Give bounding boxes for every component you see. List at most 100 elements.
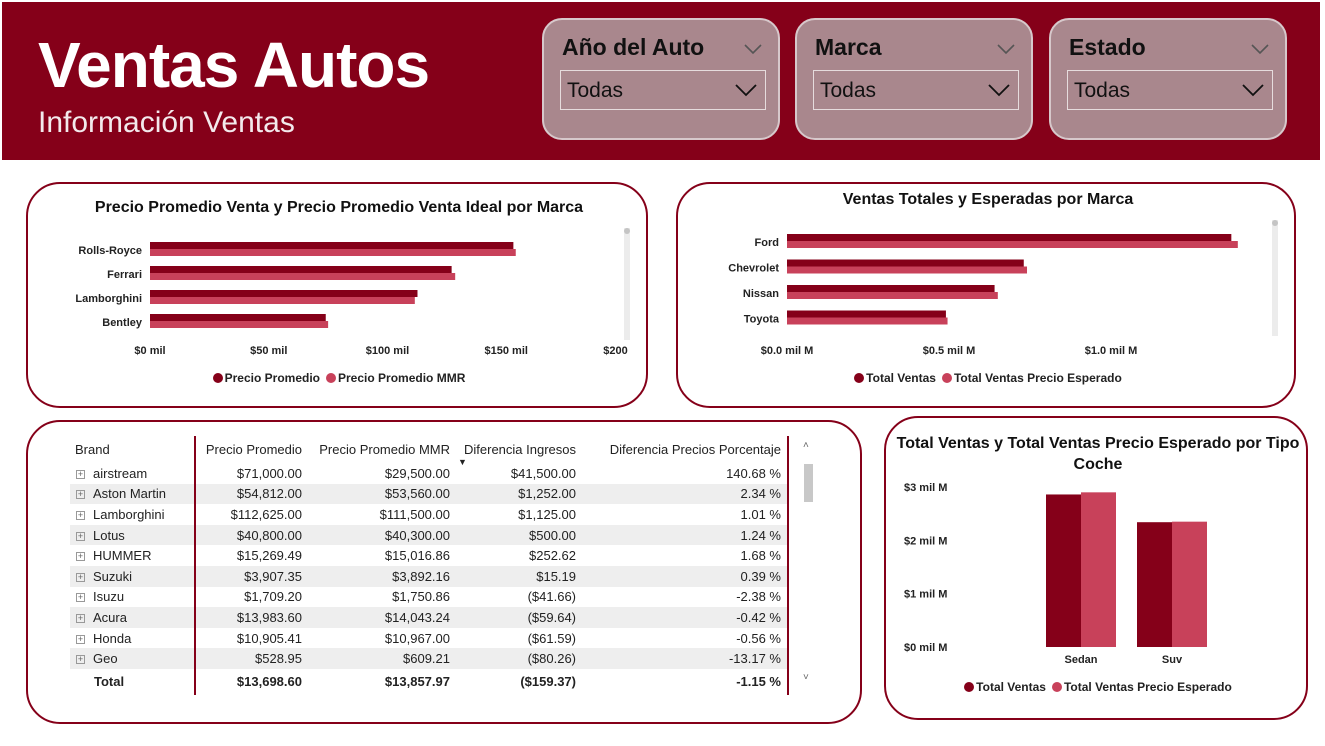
expand-icon[interactable]: +: [76, 571, 85, 582]
bar: [150, 249, 516, 256]
category-label: Sedan: [1064, 654, 1097, 666]
cell-brand-text: HUMMER: [93, 548, 152, 564]
x-tick-label: $1.0 mil M: [1085, 345, 1138, 357]
expand-icon[interactable]: +: [76, 633, 85, 644]
chevron-down-icon[interactable]: [1251, 40, 1269, 58]
expand-icon[interactable]: +: [76, 530, 85, 541]
table-row[interactable]: + Lotus $40,800.00 $40,300.00 $500.00 1.24 %: [70, 524, 789, 546]
table-row[interactable]: + Lamborghini $112,625.00 $111,500.00 $1,125…: [70, 504, 789, 525]
slicer-state-dropdown[interactable]: Todas: [1067, 70, 1273, 110]
column-header-mmr[interactable]: Precio Promedio MMR: [319, 442, 450, 457]
table-total-row: Total $13,698.60 $13,857.97 ($159.37) -1…: [70, 668, 789, 695]
slicer-year[interactable]: Año del Auto Todas: [542, 18, 780, 140]
slicer-year-dropdown[interactable]: Todas: [560, 70, 766, 110]
x-tick-label: $200 mil: [603, 345, 628, 357]
legend-label: Precio Promedio: [224, 371, 320, 385]
table-row[interactable]: + Aston Martin $54,812.00 $53,560.00 $1,252.…: [70, 483, 789, 505]
category-label: Ferrari: [107, 269, 142, 281]
table-row[interactable]: + Geo $528.95 $609.21 ($80.26) -13.17 %: [70, 648, 789, 669]
cell-pct-diff: 2.34 %: [582, 483, 789, 505]
bar: [150, 314, 326, 321]
column-header-income-diff-label: Diferencia Ingresos: [464, 442, 576, 457]
table-row[interactable]: + Acura $13,983.60 $14,043.24 ($59.64) -0.42 …: [70, 607, 789, 628]
scrollbar[interactable]: [1272, 220, 1278, 336]
total-label: Total: [94, 674, 125, 690]
cell-price: $71,000.00: [194, 463, 308, 484]
cell-mmr: $111,500.00: [379, 506, 450, 522]
legend-label: Total Ventas Precio Esperado: [953, 371, 1122, 385]
scroll-up-icon[interactable]: ˄: [803, 440, 809, 451]
table-row[interactable]: + Isuzu $1,709.20 $1,750.86 ($41.66) -2.38 %: [70, 586, 789, 608]
cell-brand-text: Acura: [93, 609, 127, 625]
slicer-year-label: Año del Auto: [562, 34, 705, 60]
table-body: + airstream $71,000.00 $29,500.00 $41,500.00…: [70, 463, 789, 669]
expand-icon[interactable]: +: [76, 509, 85, 520]
expand-icon[interactable]: +: [76, 489, 85, 500]
scrollbar-thumb[interactable]: [804, 464, 813, 502]
sales-chart-card: Ventas Totales y Esperadas por Marca For…: [676, 182, 1296, 408]
column-header-brand[interactable]: Brand: [75, 442, 110, 457]
table-row[interactable]: + Honda $10,905.41 $10,967.00 ($61.59) -0.56 …: [70, 627, 789, 649]
cell-brand-text: Suzuki: [93, 568, 133, 584]
expand-icon[interactable]: +: [76, 551, 85, 562]
legend-dot-light: [941, 373, 952, 383]
bar: [787, 317, 948, 325]
slicer-brand-dropdown[interactable]: Todas: [813, 70, 1019, 110]
scrollbar-thumb[interactable]: [624, 228, 630, 234]
bar: [1172, 521, 1207, 647]
cell-brand-text: Aston Martin: [93, 486, 166, 502]
cell-price: $1,709.20: [194, 586, 308, 608]
scrollbar-thumb[interactable]: [1272, 220, 1278, 226]
expand-icon[interactable]: +: [76, 468, 85, 479]
legend-dot-light: [326, 373, 336, 383]
table-row[interactable]: + Suzuki $3,907.35 $3,892.16 $15.19 0.39 %: [70, 565, 789, 587]
type-chart-legend: Total Ventas Total Ventas Precio Esperado: [886, 680, 1310, 694]
slicer-brand[interactable]: Marca Todas: [795, 18, 1033, 140]
type-chart: $0 mil M $1 mil M $2 mil M $3 mil M Sedan Suv: [904, 482, 1207, 666]
cell-price: $13,983.60: [194, 607, 308, 628]
chevron-down-icon[interactable]: [735, 81, 757, 99]
sales-chart-title: Ventas Totales y Esperadas por Marca: [842, 191, 1134, 208]
expand-icon[interactable]: +: [76, 612, 85, 623]
chevron-down-icon[interactable]: [1242, 81, 1264, 99]
y-tick-label: $2 mil M: [904, 535, 947, 547]
cell-brand-text: Lotus: [93, 527, 125, 543]
legend-dot-dark: [964, 682, 975, 692]
sort-desc-icon[interactable]: ▼: [458, 457, 467, 467]
expand-icon[interactable]: +: [76, 654, 85, 665]
cell-mmr: $609.21: [308, 648, 456, 669]
table-row[interactable]: + airstream $71,000.00 $29,500.00 $41,500.00…: [70, 463, 789, 484]
table-scrollbar[interactable]: ˄ ˅: [803, 440, 815, 688]
scrollbar[interactable]: [624, 228, 630, 340]
cell-pct-diff: 1.24 %: [582, 524, 789, 546]
cell-income-diff: $252.62: [529, 548, 576, 564]
bar: [787, 292, 998, 299]
cell-income-diff: ($59.64): [456, 607, 582, 628]
scroll-down-icon[interactable]: ˅: [803, 672, 809, 683]
x-tick-label: $150 mil: [485, 345, 528, 357]
category-label: Chevrolet: [728, 263, 779, 275]
chevron-down-icon[interactable]: [744, 40, 762, 58]
total-price: $13,698.60: [194, 668, 308, 695]
legend-label: Total Ventas: [866, 371, 936, 385]
legend-dot-dark: [212, 373, 223, 383]
cell-brand-text: airstream: [93, 465, 148, 481]
bar: [787, 285, 995, 292]
price-chart-legend: Precio Promedio Precio Promedio MMR: [28, 371, 650, 385]
chevron-down-icon[interactable]: [997, 40, 1015, 58]
legend-label: Precio Promedio MMR: [338, 371, 466, 385]
total-mmr: $13,857.97: [384, 674, 450, 690]
table-row[interactable]: + HUMMER $15,269.49 $15,016.86 $252.62 1.68 %: [70, 545, 789, 566]
column-header-pct-diff[interactable]: Diferencia Precios Porcentaje: [582, 436, 789, 463]
cell-income-diff: $41,500.00: [510, 465, 576, 481]
x-tick-label: $50 mil: [250, 345, 287, 357]
expand-icon[interactable]: +: [76, 592, 85, 603]
cell-mmr: $1,750.86: [392, 589, 450, 605]
chevron-down-icon[interactable]: [988, 81, 1010, 99]
bar: [787, 310, 946, 318]
cell-mmr: $10,967.00: [384, 630, 450, 646]
column-header-income-diff[interactable]: Diferencia Ingresos ▼: [456, 436, 582, 467]
category-label: Lamborghini: [75, 293, 142, 305]
column-header-price[interactable]: Precio Promedio: [194, 436, 308, 463]
slicer-state[interactable]: Estado Todas: [1049, 18, 1287, 140]
